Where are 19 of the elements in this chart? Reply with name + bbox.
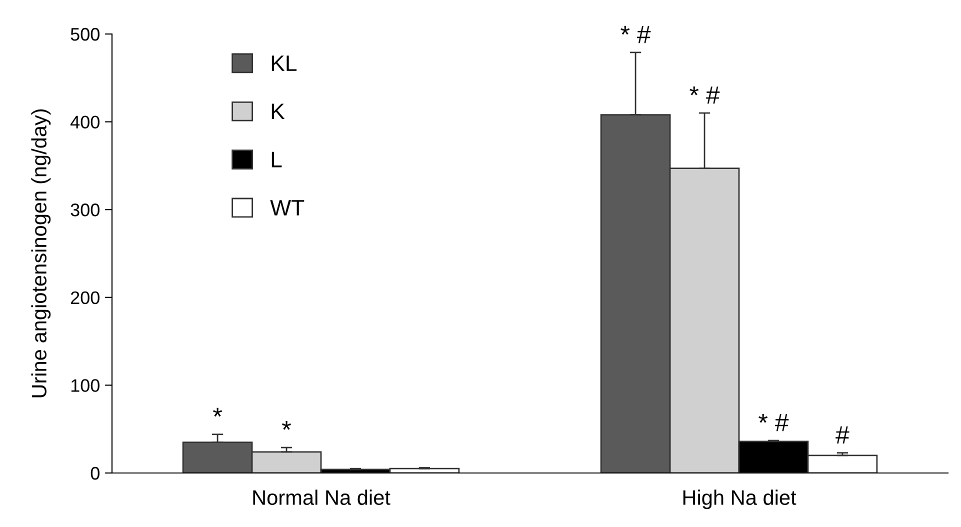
data-label: * # — [758, 414, 789, 432]
y-tick-label: 100 — [71, 379, 100, 392]
y-tick-label: 400 — [70, 116, 100, 129]
legend-label: WT — [270, 200, 304, 216]
legend-label: L — [272, 152, 282, 168]
legend-label: KL — [272, 56, 297, 71]
data-label: * # — [620, 26, 651, 44]
y-axis-title: Urine angiotensinogen (ng/day) — [31, 109, 51, 398]
y-tick-label: 200 — [70, 291, 100, 304]
data-label: # — [836, 426, 850, 444]
legend-label: K — [272, 104, 285, 120]
x-tick-label: High Na diet — [683, 490, 796, 510]
data-label: * — [282, 420, 291, 430]
y-tick-label: 300 — [70, 204, 100, 216]
data-label: * # — [690, 86, 720, 104]
data-label: * — [213, 408, 222, 417]
y-tick-label: 0 — [90, 466, 100, 480]
x-tick-label: Normal Na diet — [253, 490, 390, 505]
y-tick-label: 500 — [70, 28, 100, 41]
